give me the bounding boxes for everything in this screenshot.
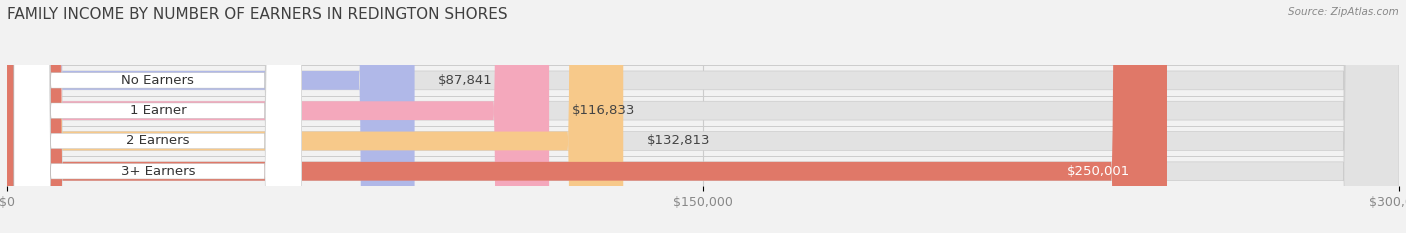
Text: $116,833: $116,833 xyxy=(572,104,636,117)
FancyBboxPatch shape xyxy=(14,0,302,233)
FancyBboxPatch shape xyxy=(7,0,550,233)
Text: 2 Earners: 2 Earners xyxy=(127,134,190,147)
Text: No Earners: No Earners xyxy=(121,74,194,87)
Text: $132,813: $132,813 xyxy=(647,134,710,147)
Text: 3+ Earners: 3+ Earners xyxy=(121,165,195,178)
FancyBboxPatch shape xyxy=(7,0,1167,233)
FancyBboxPatch shape xyxy=(7,0,415,233)
Text: Source: ZipAtlas.com: Source: ZipAtlas.com xyxy=(1288,7,1399,17)
FancyBboxPatch shape xyxy=(7,0,1399,233)
Text: $87,841: $87,841 xyxy=(437,74,492,87)
FancyBboxPatch shape xyxy=(14,0,302,233)
FancyBboxPatch shape xyxy=(7,0,1399,233)
FancyBboxPatch shape xyxy=(14,0,302,233)
FancyBboxPatch shape xyxy=(7,0,623,233)
Text: 1 Earner: 1 Earner xyxy=(129,104,186,117)
FancyBboxPatch shape xyxy=(7,0,1399,233)
Text: FAMILY INCOME BY NUMBER OF EARNERS IN REDINGTON SHORES: FAMILY INCOME BY NUMBER OF EARNERS IN RE… xyxy=(7,7,508,22)
FancyBboxPatch shape xyxy=(14,0,302,233)
Text: $250,001: $250,001 xyxy=(1067,165,1130,178)
FancyBboxPatch shape xyxy=(7,0,1399,233)
